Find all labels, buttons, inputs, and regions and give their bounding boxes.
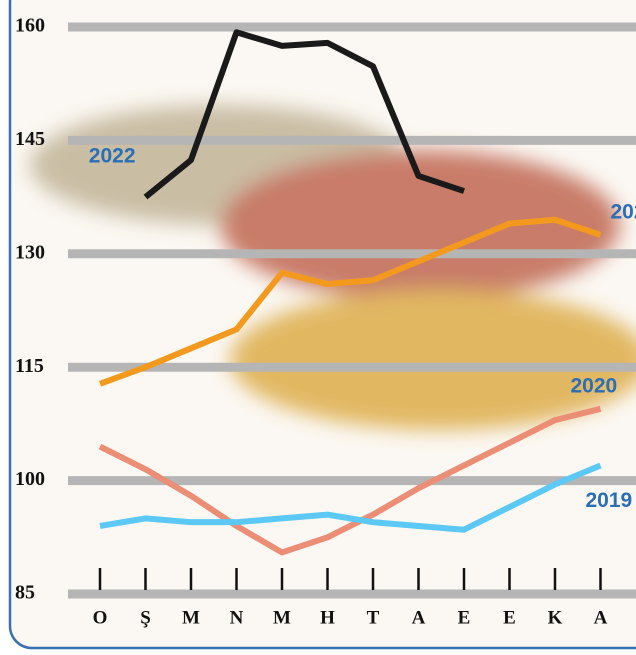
chart: 85 100 115 130 145 160 O Ş M N M H T A E E K A 2022 2021 20…	[0, 0, 636, 655]
x-tick-label: O	[93, 607, 108, 628]
x-tick-label: A	[412, 607, 426, 628]
y-tick-label: 115	[15, 355, 44, 377]
x-tick-label: E	[458, 607, 471, 628]
y-tick-label: 100	[15, 468, 45, 490]
series-label: 2021	[611, 200, 636, 223]
y-tick-label: 145	[15, 128, 45, 150]
y-tick-label: 85	[15, 582, 35, 604]
x-tick-label: H	[320, 607, 335, 628]
x-tick-label: A	[594, 607, 608, 628]
y-tick-label: 160	[15, 15, 45, 37]
series-label: 2022	[89, 145, 136, 168]
x-tick-label: T	[367, 607, 380, 628]
x-tick-label: M	[273, 607, 291, 628]
x-tick-label: M	[182, 607, 200, 628]
y-tick-label: 130	[15, 241, 45, 263]
x-tick-label: E	[503, 607, 516, 628]
x-tick-label: Ş	[140, 607, 151, 628]
x-tick-label: K	[548, 607, 563, 628]
series-label: 2020	[571, 374, 618, 397]
series-label: 2019	[586, 489, 633, 512]
x-tick-label: N	[230, 607, 244, 628]
